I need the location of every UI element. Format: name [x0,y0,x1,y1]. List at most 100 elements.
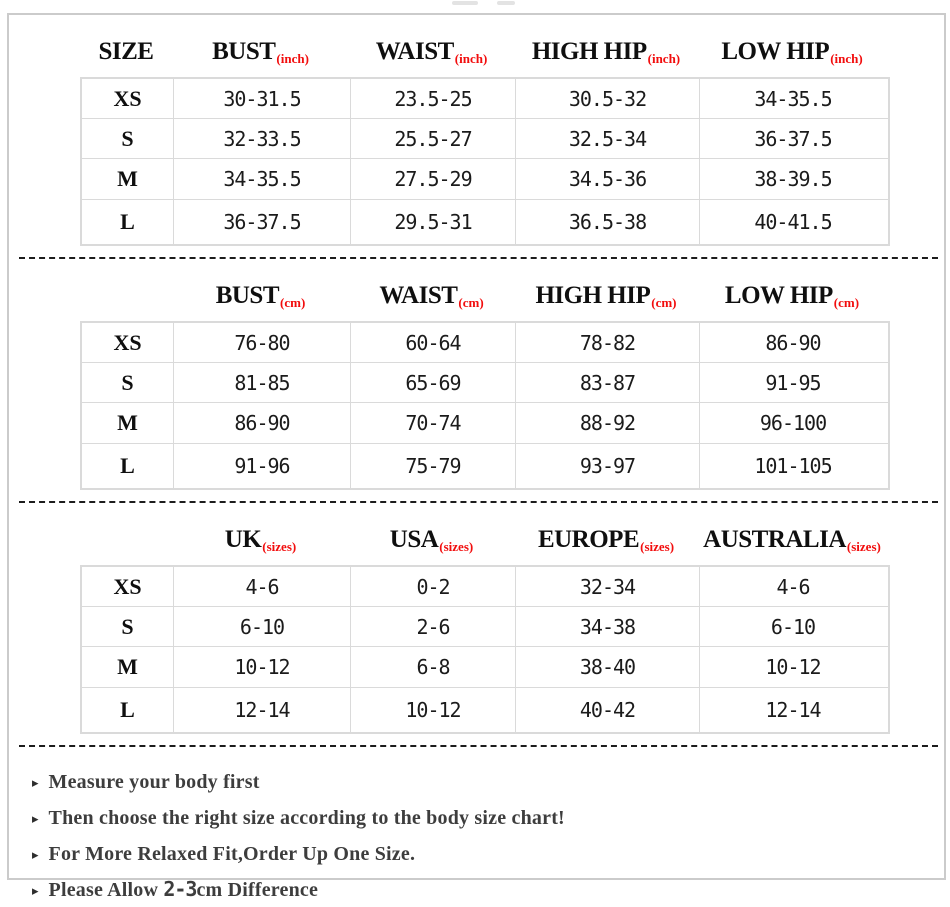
column-header-unit: (sizes) [640,539,675,554]
table-cell: 36.5-38 [515,200,699,244]
table-cell: 101-105 [699,444,886,488]
dashed-divider [19,501,938,503]
table-cell: 40-42 [515,688,699,732]
column-header-unit: (inch) [276,51,309,66]
column-header-label: LOW HIP [721,38,830,65]
column-header-label: EUROPE [537,526,640,553]
size-label-cell: M [117,166,138,191]
column-header-label: HIGH HIP [535,282,651,309]
table-row-xs: XS 4-6 0-2 32-34 4-6 [82,567,888,606]
table-row-s: S 32-33.5 25.5-27 32.5-34 36-37.5 [82,118,888,158]
dashed-divider [19,745,938,747]
column-header-unit: (cm) [833,295,860,310]
column-header-waist-cm: WAIST(cm) [349,282,514,310]
table-cell: 10-12 [699,647,886,687]
table-row-xs: XS 30-31.5 23.5-25 30.5-32 34-35.5 [82,79,888,118]
column-header-bust-inch: BUST(inch) [172,38,349,66]
note-item: ▸ Measure your body first [32,763,944,799]
table-grid: XS 76-80 60-64 78-82 86-90 S 81-85 65-69… [80,321,890,490]
column-header-unit: (sizes) [439,539,474,554]
column-header-unit: (sizes) [262,539,297,554]
column-header-waist-inch: WAIST(inch) [349,38,514,66]
column-header-unit: (inch) [830,51,863,66]
note-text: For More Relaxed Fit,Order Up One Size. [48,842,416,865]
bullet-triangle-icon: ▸ [32,810,39,826]
table-cell: 32-34 [515,567,699,606]
table-cell: 93-97 [515,444,699,488]
table-cell: 32.5-34 [515,119,699,158]
dashed-divider [19,257,938,259]
table-cell: 40-41.5 [699,200,886,244]
column-header-label: BUST [212,38,276,65]
column-header-unit: (sizes) [846,539,881,554]
column-header-label: UK [224,526,262,553]
table-row-l: L 91-96 75-79 93-97 101-105 [82,443,888,488]
bullet-triangle-icon: ▸ [32,774,39,790]
table-cell: 86-90 [699,323,886,362]
table-row-xs: XS 76-80 60-64 78-82 86-90 [82,323,888,362]
table-cell: 29.5-31 [350,200,515,244]
table-cell: 70-74 [350,403,515,443]
size-chart-frame: SIZE BUST(inch) WAIST(inch) HIGH HIP(inc… [7,13,946,901]
table-cell: 10-12 [350,688,515,732]
table-cell: 36-37.5 [173,200,350,244]
column-header-australia: AUSTRALIA(sizes) [698,526,886,554]
table-cell: 0-2 [350,567,515,606]
note-item: ▸ For More Relaxed Fit,Order Up One Size… [32,835,944,871]
column-header-unit: (cm) [651,295,677,310]
column-header-unit: (cm) [280,295,306,310]
size-label-cell: L [120,453,135,478]
note-text: Please Allow 2-3cm Difference [48,876,319,901]
table-cell: 75-79 [350,444,515,488]
table-cell: 81-85 [173,363,350,402]
table-cell: 38-40 [515,647,699,687]
table-grid: XS 4-6 0-2 32-34 4-6 S 6-10 2-6 34-38 6-… [80,565,890,734]
table-cell: 25.5-27 [350,119,515,158]
size-label-cell: XS [113,573,142,599]
table-cell: 83-87 [515,363,699,402]
size-label-cell: S [121,125,134,151]
cut-off-title-remnant [452,1,478,5]
column-header-low-hip-inch: LOW HIP(inch) [698,38,886,66]
column-header-usa: USA(sizes) [349,526,514,554]
table-row-l: L 12-14 10-12 40-42 12-14 [82,687,888,732]
table-header-row: BUST(cm) WAIST(cm) HIGH HIP(cm) LOW HIP(… [80,271,890,321]
size-table-inches: SIZE BUST(inch) WAIST(inch) HIGH HIP(inc… [80,27,890,246]
table-cell: 34-35.5 [699,79,886,118]
table-cell: 10-12 [173,647,350,687]
note-item: ▸ Then choose the right size according t… [32,799,944,835]
table-header-row: SIZE BUST(inch) WAIST(inch) HIGH HIP(inc… [80,27,890,77]
table-cell: 78-82 [515,323,699,362]
table-cell: 34.5-36 [515,159,699,199]
table-cell: 23.5-25 [350,79,515,118]
table-cell: 2-6 [350,607,515,646]
column-header-size: SIZE [98,38,154,65]
table-cell: 91-95 [699,363,886,402]
table-cell: 12-14 [699,688,886,732]
table-row-m: M 86-90 70-74 88-92 96-100 [82,402,888,443]
bullet-triangle-icon: ▸ [32,882,39,898]
table-cell: 96-100 [699,403,886,443]
table-cell: 60-64 [350,323,515,362]
column-header-unit: (cm) [458,295,484,310]
table-cell: 88-92 [515,403,699,443]
size-table-cm: BUST(cm) WAIST(cm) HIGH HIP(cm) LOW HIP(… [80,271,890,490]
table-cell: 38-39.5 [699,159,886,199]
column-header-label: LOW HIP [724,282,833,309]
table-grid: XS 30-31.5 23.5-25 30.5-32 34-35.5 S 32-… [80,77,890,246]
table-cell: 30.5-32 [515,79,699,118]
table-row-m: M 34-35.5 27.5-29 34.5-36 38-39.5 [82,158,888,199]
table-cell: 6-10 [173,607,350,646]
column-header-unit: (inch) [454,51,488,66]
table-row-l: L 36-37.5 29.5-31 36.5-38 40-41.5 [82,199,888,244]
table-row-s: S 6-10 2-6 34-38 6-10 [82,606,888,646]
column-header-unit: (inch) [647,51,681,66]
table-cell: 34-38 [515,607,699,646]
size-label-cell: M [117,410,138,435]
size-chart-content: SIZE BUST(inch) WAIST(inch) HIGH HIP(inc… [9,27,944,901]
note-text: Measure your body first [48,770,260,793]
table-cell: 6-10 [699,607,886,646]
table-cell: 4-6 [699,567,886,606]
size-label-cell: S [121,613,134,639]
table-cell: 86-90 [173,403,350,443]
